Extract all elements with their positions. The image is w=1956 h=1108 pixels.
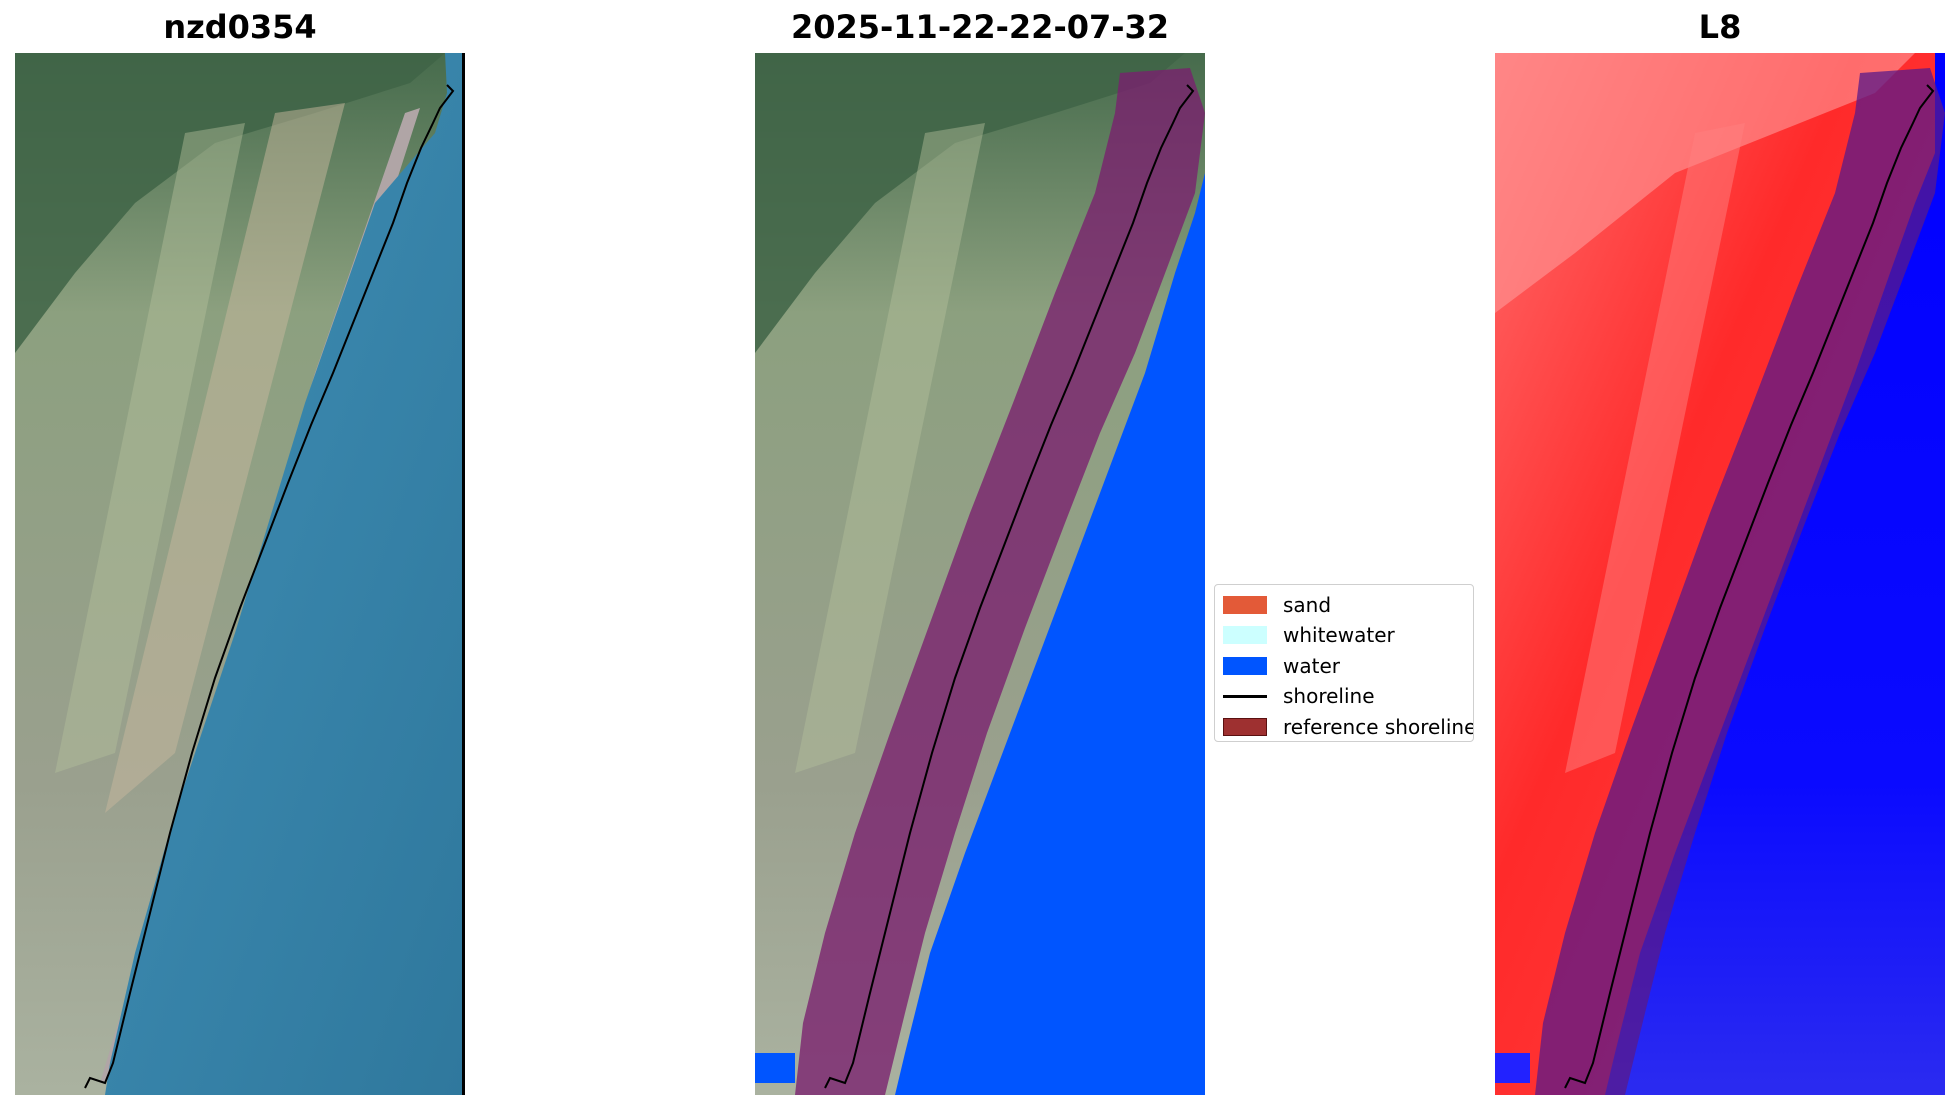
shoreline xyxy=(824,84,1195,1089)
field-strips xyxy=(55,123,245,773)
legend-label-water: water xyxy=(1283,654,1340,678)
legend-label-whitewater: whitewater xyxy=(1283,623,1395,647)
index-image xyxy=(1495,53,1945,1095)
panel-title-index: L8 xyxy=(1698,8,1742,46)
panel-title-classified: 2025-11-22-22-07-32 xyxy=(790,8,1170,46)
sea xyxy=(105,53,465,1095)
sand-swatch xyxy=(1223,596,1267,614)
classified-overlay-image xyxy=(755,53,1205,1095)
reference-shoreline-buffer xyxy=(795,68,1205,1095)
water-index-left xyxy=(1495,1053,1530,1083)
water-class-left xyxy=(755,1053,795,1083)
legend-item-sand: sand xyxy=(1223,593,1331,617)
legend-label-reference-buffer: reference shoreline buffer xyxy=(1283,715,1474,739)
hills xyxy=(15,53,445,353)
water-class xyxy=(895,53,1205,1095)
legend: sand whitewater water shoreline referenc… xyxy=(1214,584,1474,742)
legend-item-water: water xyxy=(1223,654,1340,678)
panel-title-rgb: nzd0354 xyxy=(163,8,317,46)
shoreline xyxy=(1564,84,1935,1089)
bright-strip xyxy=(1565,123,1745,773)
legend-label-sand: sand xyxy=(1283,593,1332,617)
legend-item-whitewater: whitewater xyxy=(1223,623,1395,647)
legend-item-reference-buffer: reference shoreline buffer xyxy=(1223,715,1474,739)
hills xyxy=(755,53,1185,353)
whitewater-swatch xyxy=(1223,626,1267,644)
field-strips xyxy=(795,123,985,773)
legend-item-shoreline: shoreline xyxy=(1223,684,1375,708)
reference-shoreline-buffer xyxy=(1535,68,1945,1095)
rgb-satellite-image xyxy=(15,53,465,1095)
shoreline xyxy=(84,84,455,1089)
buffer-swatch xyxy=(1223,718,1267,736)
hills-light xyxy=(1495,53,1915,313)
water-swatch xyxy=(1223,657,1267,675)
shoreline-line-swatch xyxy=(1223,694,1267,698)
legend-label-shoreline: shoreline xyxy=(1283,684,1375,708)
village-belt xyxy=(105,103,345,813)
